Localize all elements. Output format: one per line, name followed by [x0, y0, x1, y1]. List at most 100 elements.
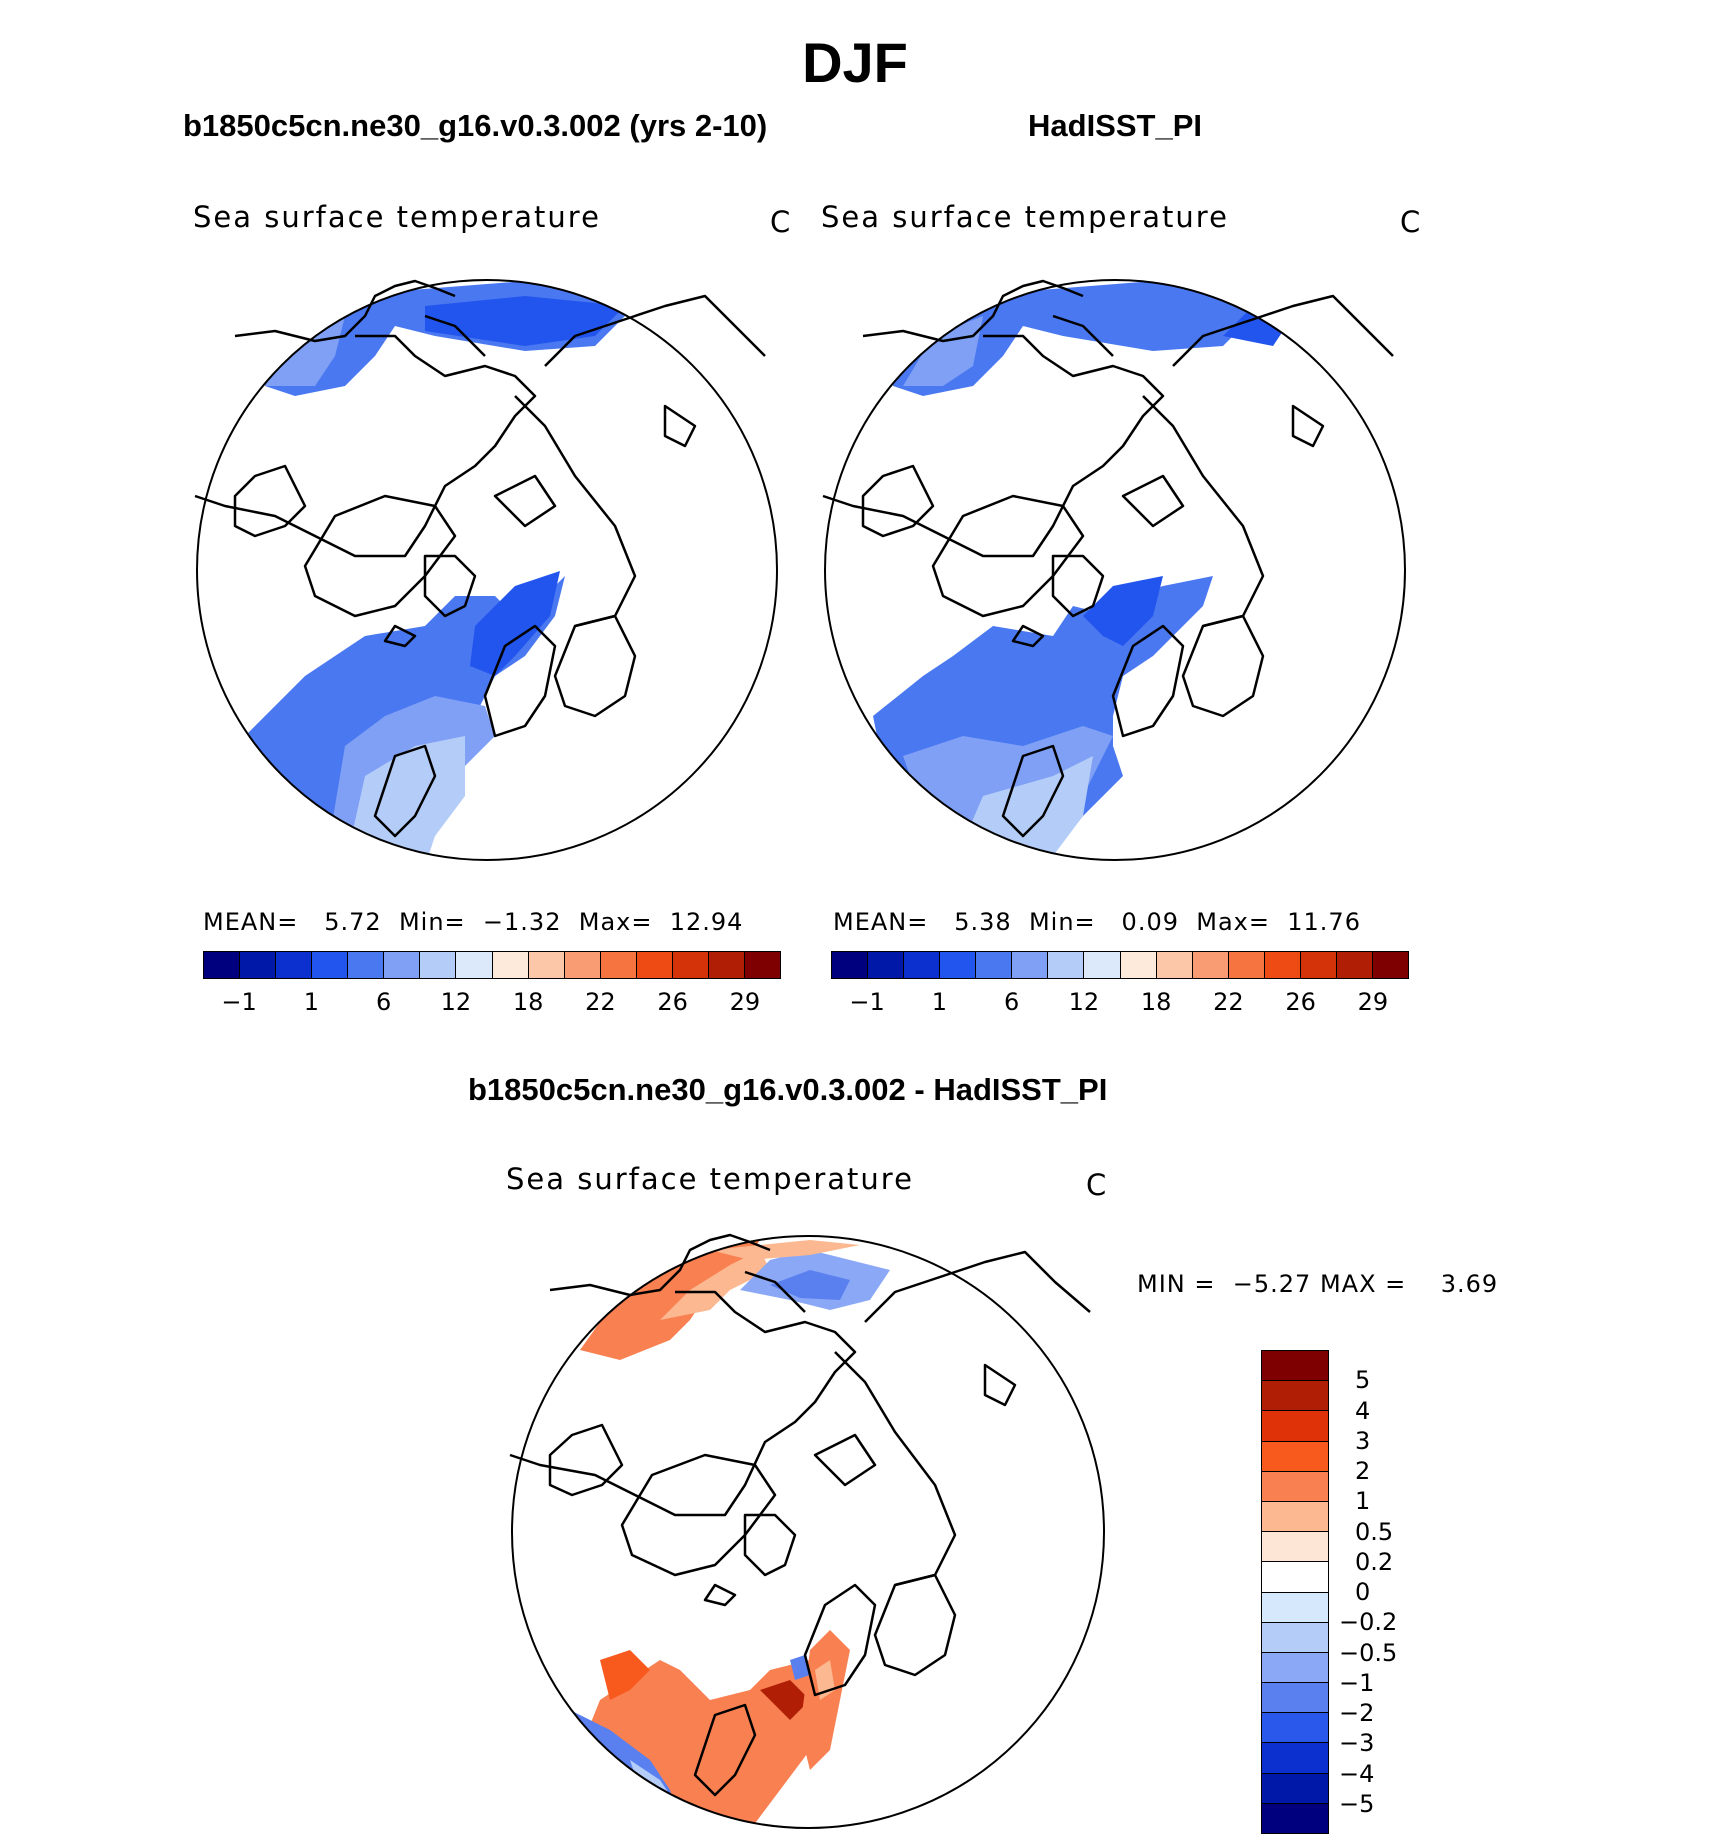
colorbar-tick-label: 4 — [1355, 1396, 1371, 1425]
colorbar-swatch — [1262, 1652, 1328, 1684]
panel-title-obs: HadISST_PI — [1028, 108, 1202, 143]
colorbar-swatch — [1262, 1411, 1328, 1442]
colorbar-swatch — [672, 952, 709, 978]
colorbar-tick-label: 29 — [729, 988, 761, 1016]
colorbar-ticks-model: −1 1 6 12 18 22 26 29 — [203, 988, 781, 1018]
stats-obs: MEAN= 5.38 Min= 0.09 Max= 11.76 — [833, 908, 1361, 936]
colorbar-swatch — [1262, 1351, 1328, 1382]
variable-label-obs: Sea surface temperature — [821, 200, 1229, 234]
colorbar-tick-label: −4 — [1339, 1759, 1375, 1788]
colorbar-swatch — [636, 952, 673, 978]
colorbar-swatch — [1372, 952, 1408, 978]
colorbar-swatch — [1262, 1532, 1328, 1563]
colorbar-diff — [1261, 1350, 1329, 1834]
polar-map-diff — [509, 1233, 1105, 1829]
max-value-model: 12.94 — [669, 908, 744, 936]
colorbar-swatch — [868, 952, 905, 978]
colorbar-tick-label: 6 — [1003, 988, 1020, 1016]
colorbar-tick-label: −0.5 — [1339, 1638, 1398, 1667]
polar-map-model — [194, 279, 778, 861]
max-value-diff: 3.69 — [1440, 1270, 1499, 1298]
colorbar-swatch — [744, 952, 780, 978]
colorbar-tick-label: −1 — [1339, 1668, 1375, 1697]
colorbar-tick-label: −0.2 — [1339, 1608, 1398, 1637]
colorbar-swatch — [1262, 1743, 1328, 1774]
colorbar-tick-label: 1 — [1355, 1487, 1371, 1516]
colorbar-swatch — [1048, 952, 1085, 978]
max-value-obs: 11.76 — [1287, 908, 1361, 936]
variable-label-model: Sea surface temperature — [193, 200, 601, 234]
colorbar-tick-label: 18 — [512, 988, 544, 1016]
units-label-diff: C — [1086, 1168, 1107, 1202]
colorbar-swatch — [1012, 952, 1049, 978]
variable-label-diff: Sea surface temperature — [506, 1162, 914, 1196]
colorbar-tick-label: −3 — [1339, 1729, 1375, 1758]
stats-diff: MIN = −5.27 MAX = 3.69 — [1137, 1270, 1498, 1298]
mean-label-obs: MEAN= — [833, 908, 929, 936]
min-value-model: −1.32 — [482, 908, 562, 936]
colorbar-swatch — [1262, 1622, 1328, 1653]
max-label-obs: Max= — [1196, 908, 1270, 936]
colorbar-swatch — [456, 952, 493, 978]
colorbar-tick-label: 22 — [585, 988, 616, 1016]
min-label-model: Min= — [398, 908, 466, 936]
colorbar-swatch — [384, 952, 421, 978]
colorbar-swatch — [1192, 952, 1229, 978]
colorbar-swatch — [1156, 952, 1193, 978]
colorbar-tick-label: 22 — [1213, 988, 1244, 1016]
mean-value-obs: 5.38 — [954, 908, 1012, 936]
figure-title: DJF — [802, 31, 908, 94]
colorbar-swatch — [312, 952, 349, 978]
min-label-obs: Min= — [1028, 908, 1096, 936]
colorbar-tick-label: 2 — [1355, 1457, 1371, 1485]
colorbar-model — [203, 951, 781, 979]
colorbar-swatch — [204, 952, 241, 978]
units-label-model: C — [770, 205, 791, 239]
colorbar-tick-label: −1 — [221, 988, 257, 1016]
colorbar-swatch — [1120, 952, 1157, 978]
colorbar-swatch — [1262, 1501, 1328, 1533]
colorbar-swatch — [976, 952, 1013, 978]
colorbar-tick-label: 3 — [1355, 1426, 1371, 1455]
colorbar-swatch — [1264, 952, 1301, 978]
max-label-model: Max= — [578, 908, 653, 936]
colorbar-ticks-obs: −1 1 6 12 18 22 26 29 — [831, 988, 1409, 1018]
colorbar-tick-label: 1 — [303, 988, 320, 1016]
colorbar-swatch — [904, 952, 941, 978]
colorbar-swatch — [492, 952, 529, 978]
colorbar-swatch — [1262, 1683, 1328, 1714]
colorbar-swatch — [1262, 1381, 1328, 1412]
colorbar-tick-label: −1 — [849, 988, 885, 1016]
panel-title-diff: b1850c5cn.ne30_g16.v0.3.002 - HadISST_PI — [468, 1072, 1108, 1107]
colorbar-swatch — [1084, 952, 1121, 978]
colorbar-tick-label: 18 — [1140, 988, 1172, 1016]
colorbar-tick-label: 0.5 — [1355, 1517, 1394, 1546]
mean-value-model: 5.72 — [324, 908, 382, 936]
colorbar-swatch — [1262, 1441, 1328, 1472]
colorbar-tick-label: 12 — [440, 988, 472, 1016]
colorbar-swatch — [1262, 1471, 1328, 1502]
colorbar-tick-label: 0 — [1355, 1578, 1371, 1606]
colorbar-swatch — [420, 952, 457, 978]
colorbar-tick-label: −5 — [1339, 1789, 1375, 1818]
colorbar-swatch — [528, 952, 565, 978]
colorbar-swatch — [708, 952, 745, 978]
colorbar-tick-label: 1 — [931, 988, 948, 1016]
colorbar-tick-label: 6 — [375, 988, 392, 1016]
colorbar-swatch — [1262, 1713, 1328, 1744]
colorbar-swatch — [1262, 1592, 1328, 1623]
colorbar-tick-label: 5 — [1355, 1366, 1371, 1395]
colorbar-swatch — [348, 952, 385, 978]
colorbar-swatch — [832, 952, 869, 978]
colorbar-swatch — [1228, 952, 1265, 978]
polar-map-obs — [822, 279, 1406, 861]
colorbar-swatch — [940, 952, 977, 978]
colorbar-swatch — [276, 952, 313, 978]
colorbar-tick-label: 26 — [1285, 988, 1316, 1016]
colorbar-tick-label: 29 — [1357, 988, 1389, 1016]
colorbar-swatch — [600, 952, 637, 978]
stats-model: MEAN= 5.72 Min= −1.32 Max= 12.94 — [203, 908, 743, 936]
min-label-diff: MIN = — [1137, 1270, 1216, 1298]
colorbar-swatch — [1300, 952, 1337, 978]
units-label-obs: C — [1400, 205, 1421, 239]
